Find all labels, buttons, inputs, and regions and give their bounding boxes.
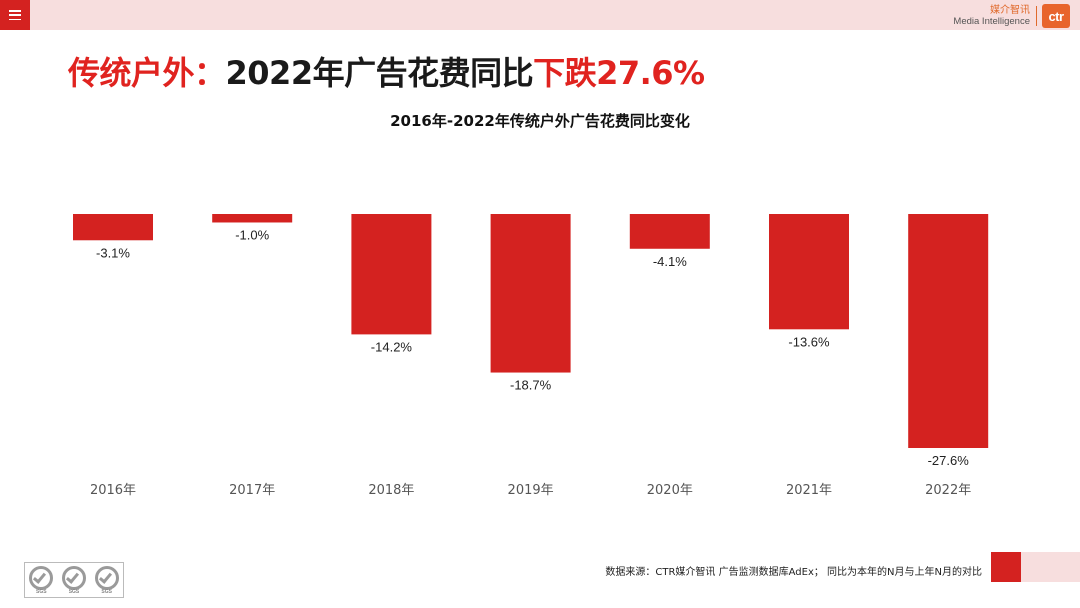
bar-2021年 [769,214,849,330]
x-tick-label: 2020年 [647,483,693,498]
x-tick-label: 2021年 [786,483,832,498]
brand-logo-area: 媒介智讯 Media Intelligence ctr [953,3,1070,29]
x-tick-label: 2019年 [508,483,554,498]
data-label: -14.2% [371,339,413,354]
data-label: -18.7% [510,378,552,393]
footer-nav-button[interactable] [991,552,1021,582]
headline-highlight: 下跌27.6% [533,54,705,92]
x-tick-label: 2017年 [229,483,275,498]
data-label: -27.6% [928,453,970,468]
x-tick-label: 2016年 [90,483,136,498]
sgs-badge-icon: SGS [27,566,55,595]
data-source-note: 数据来源：CTR媒介智讯 广告监测数据库AdEx； 同比为本年的N月与上年N月的… [605,567,982,578]
brand-name-en: Media Intelligence [953,16,1030,27]
data-label: -4.1% [653,254,687,269]
headline-topic: 传统户外： [68,54,226,92]
top-bar [0,0,1080,30]
hamburger-menu-icon [9,10,21,20]
bar-2019年 [490,214,571,373]
x-tick-label: 2018年 [368,483,414,498]
bar-2017年 [212,214,293,223]
ctr-logo: ctr [1042,4,1070,28]
bar-2018年 [351,214,432,335]
headline-body: 2022年广告花费同比 [225,54,534,92]
data-label: -1.0% [235,227,269,242]
sgs-badge-icon: SGS [60,566,88,595]
x-tick-label: 2022年 [925,483,971,498]
footer-bar [1021,552,1080,582]
bar-2016年 [73,214,153,241]
menu-button[interactable] [0,0,30,30]
bar-2020年 [629,214,710,249]
brand-divider [1036,6,1037,26]
data-label: -13.6% [788,334,830,349]
data-label: -3.1% [96,245,130,260]
sgs-badge-icon: SGS [93,566,121,595]
chart-title: 2016年-2022年传统户外广告花费同比变化 [390,112,690,130]
page-headline: 传统户外：2022年广告花费同比下跌27.6% [68,48,705,94]
sgs-certification-badges: SGS SGS SGS [24,562,124,598]
brand-name-cn: 媒介智讯 [990,5,1030,16]
bar-chart: -3.1% 2016年 -1.0% 2017年 -14.2% 2018年 -18.7% 201… [73,214,989,498]
bar-2022年 [908,214,989,448]
